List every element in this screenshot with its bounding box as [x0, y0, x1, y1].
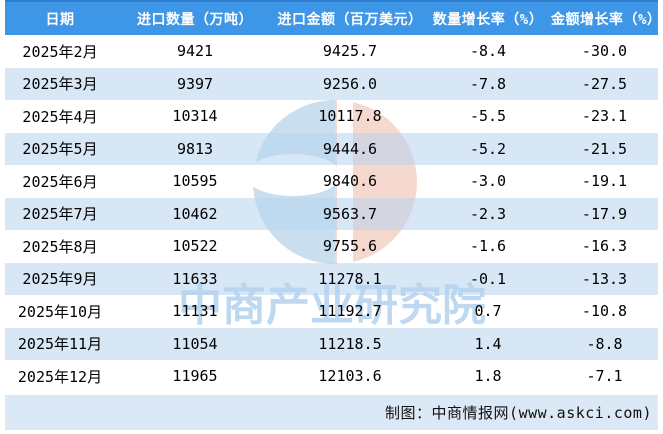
table-row: 2025年10月 11131 11192.7 0.7 -10.8: [5, 295, 658, 328]
table-row: 2025年6月 10595 9840.6 -3.0 -19.1: [5, 165, 658, 198]
footer-credit: 制图：中商情报网(www.askci.com): [385, 404, 652, 422]
cell: 2025年5月: [22, 140, 98, 159]
table-row: 2025年11月 11054 11218.5 1.4 -8.8: [5, 327, 658, 360]
cell: 2025年3月: [22, 75, 98, 94]
cell: 11965: [172, 367, 218, 386]
table-body: 2025年2月 9421 9425.7 -8.4 -30.0 2025年3月 9397 925…: [5, 35, 658, 393]
cell: -19.1: [581, 172, 628, 191]
cell: 10522: [172, 237, 218, 256]
table-row: 2025年3月 9397 9256.0 -7.8 -27.5: [5, 67, 658, 100]
cell: 0.7: [474, 302, 502, 321]
cell: 11218.5: [318, 334, 382, 353]
cell: 1.4: [474, 334, 502, 353]
cell: 10117.8: [318, 107, 382, 126]
cell: -21.5: [581, 139, 628, 158]
cell: 2025年4月: [22, 107, 98, 126]
cell: 2025年12月: [17, 367, 103, 386]
cell: -2.3: [469, 204, 507, 223]
cell: 11131: [172, 302, 218, 321]
footer-band: 制图：中商情报网(www.askci.com): [5, 395, 658, 430]
cell: 9421: [176, 42, 214, 61]
cell: -3.0: [469, 172, 507, 191]
cell: 11633: [172, 269, 218, 288]
cell: 9813: [176, 139, 214, 158]
cell: -5.2: [469, 139, 507, 158]
cell: 2025年6月: [22, 172, 98, 191]
cell: 9444.6: [322, 139, 378, 158]
header-cell-date: 日期: [45, 11, 75, 28]
cell: 10462: [172, 204, 218, 223]
cell: 9425.7: [322, 42, 378, 61]
header-cell-import-quantity: 进口数量（万吨）: [137, 11, 253, 28]
cell: 9840.6: [322, 172, 378, 191]
cell: -8.4: [469, 42, 507, 61]
cell: 2025年9月: [22, 270, 98, 289]
cell: 9755.6: [322, 237, 378, 256]
cell: -7.1: [586, 367, 623, 386]
cell: -16.3: [581, 237, 628, 256]
cell: -5.5: [469, 107, 507, 126]
cell: -13.3: [581, 269, 628, 288]
header-cell-quantity-growth: 数量增长率（%）: [432, 11, 544, 28]
header-cell-import-amount: 进口金额（百万美元）: [277, 11, 423, 28]
cell: 9256.0: [322, 74, 378, 93]
cell: -0.1: [469, 269, 507, 288]
data-table: 日期 进口数量（万吨） 进口金额（百万美元） 数量增长率（%） 金额增长率（%）…: [5, 0, 662, 393]
table-row: 2025年12月 11965 12103.6 1.8 -7.1: [5, 360, 658, 393]
table-row: 2025年2月 9421 9425.7 -8.4 -30.0: [5, 35, 658, 68]
table-row: 2025年5月 9813 9444.6 -5.2 -21.5: [5, 132, 658, 165]
table-row: 2025年7月 10462 9563.7 -2.3 -17.9: [5, 197, 658, 230]
cell: -23.1: [581, 107, 628, 126]
header-cell-amount-growth: 金额增长率（%）: [551, 11, 662, 28]
cell: 2025年2月: [22, 42, 98, 61]
cell: -30.0: [581, 42, 628, 61]
table-row: 2025年9月 11633 11278.1 -0.1 -13.3: [5, 262, 658, 295]
cell: 11192.7: [318, 302, 382, 321]
cell: 11054: [172, 334, 218, 353]
cell: 2025年7月: [22, 205, 98, 224]
cell: 11278.1: [318, 269, 382, 288]
cell: 10314: [172, 107, 218, 126]
cell: 9563.7: [322, 204, 378, 223]
cell: 1.8: [474, 367, 502, 386]
cell: 10595: [172, 172, 218, 191]
cell: -27.5: [581, 74, 628, 93]
cell: -1.6: [469, 237, 507, 256]
cell: 2025年10月: [17, 302, 103, 321]
cell: 2025年11月: [17, 335, 103, 354]
table-row: 2025年8月 10522 9755.6 -1.6 -16.3: [5, 230, 658, 263]
cell: 2025年8月: [22, 237, 98, 256]
cell: -10.8: [581, 302, 628, 321]
cell: 9397: [176, 74, 214, 93]
cell: -7.8: [469, 74, 507, 93]
table-header-row: 日期 进口数量（万吨） 进口金额（百万美元） 数量增长率（%） 金额增长率（%）: [5, 0, 662, 35]
cell: -17.9: [581, 204, 628, 223]
cell: -8.8: [586, 334, 623, 353]
cell: 12103.6: [318, 367, 382, 386]
table-row: 2025年4月 10314 10117.8 -5.5 -23.1: [5, 100, 658, 133]
